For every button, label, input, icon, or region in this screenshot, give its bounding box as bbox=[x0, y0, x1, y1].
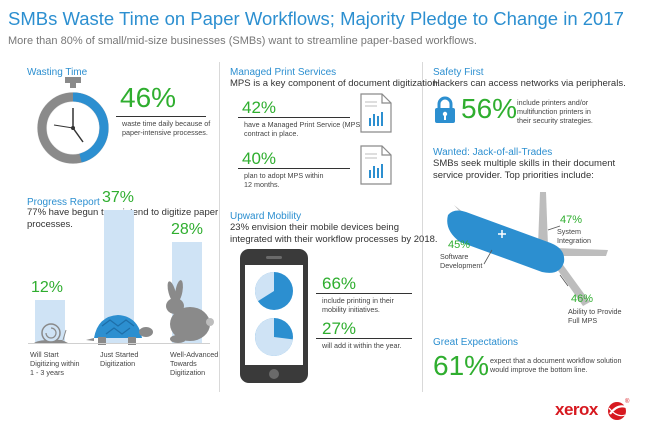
great-expectations-heading: Great Expectations bbox=[433, 337, 519, 348]
swiss-army-knife-icon bbox=[447, 192, 608, 306]
column-divider bbox=[422, 62, 423, 392]
upward-mobility-text: 23% envision their mobile devices being … bbox=[230, 222, 438, 245]
mps-caption-plan: plan to adopt MPS within 12 months. bbox=[244, 171, 324, 189]
turtle-icon bbox=[86, 315, 153, 345]
mps-underline-2 bbox=[238, 168, 350, 169]
wasting-time-caption: waste time daily because of paper-intens… bbox=[122, 119, 211, 137]
mps-value-plan: 40% bbox=[242, 149, 277, 168]
jack-value-full-mps: 46% bbox=[571, 293, 594, 305]
safety-first-text: Hackers can access networks via peripher… bbox=[433, 78, 626, 89]
upward-mobility-heading: Upward Mobility bbox=[230, 211, 302, 222]
snail-icon bbox=[34, 323, 68, 343]
document-chart-icon bbox=[360, 93, 392, 133]
mps-underline-1 bbox=[238, 117, 350, 118]
jack-label-full-mps: Ability to Provide Full MPS bbox=[568, 307, 622, 325]
progress-report-heading: Progress Report bbox=[27, 197, 100, 208]
progress-label-well-advanced: Well-Advanced Towards Digitization bbox=[170, 350, 219, 377]
safety-first-value: 56% bbox=[461, 93, 518, 124]
jack-value-software: 45% bbox=[448, 239, 471, 251]
mobility-underline-1 bbox=[316, 293, 412, 294]
mobility-caption-add: will add it within the year. bbox=[322, 341, 402, 350]
great-expectations-caption: expect that a document workflow solution… bbox=[490, 356, 622, 374]
wasting-time-heading: Wasting Time bbox=[27, 67, 88, 78]
jack-label-integration: System Integration bbox=[557, 227, 591, 245]
padlock-icon bbox=[435, 96, 455, 123]
jack-label-software: Software Development bbox=[440, 252, 483, 270]
progress-value-well-advanced: 28% bbox=[171, 221, 204, 239]
column-divider bbox=[219, 62, 220, 392]
jack-value-integration: 47% bbox=[560, 214, 583, 226]
progress-label-just-started: Just Started Digitization bbox=[100, 350, 139, 368]
mobility-underline-2 bbox=[316, 338, 412, 339]
progress-label-start-later: Will Start Digitizing within 1 - 3 years bbox=[30, 350, 80, 377]
progress-value-just-started: 37% bbox=[102, 188, 135, 206]
mps-value-contract: 42% bbox=[242, 98, 277, 117]
safety-first-caption: include printers and/or multifunction pr… bbox=[517, 98, 593, 125]
rabbit-icon bbox=[166, 280, 214, 343]
mobility-value-add: 27% bbox=[322, 319, 357, 338]
mobility-caption-include: include printing in their mobility initi… bbox=[322, 296, 394, 314]
smartphone-icon bbox=[240, 249, 308, 383]
managed-print-text: MPS is a key component of document digit… bbox=[230, 78, 441, 89]
document-chart-icon bbox=[360, 145, 392, 185]
mobility-value-include: 66% bbox=[322, 274, 357, 293]
xerox-logo-icon bbox=[608, 402, 627, 420]
managed-print-heading: Managed Print Services bbox=[230, 67, 337, 78]
page-title: SMBs Waste Time on Paper Workflows; Majo… bbox=[8, 8, 624, 29]
progress-value-start-later: 12% bbox=[31, 278, 64, 296]
wasting-time-underline bbox=[116, 116, 206, 117]
brand-registered-mark: ® bbox=[625, 399, 630, 405]
page-subtitle: More than 80% of small/mid-size business… bbox=[8, 35, 477, 47]
great-expectations-value: 61% bbox=[433, 350, 490, 381]
jack-text: SMBs seek multiple skills in their docum… bbox=[433, 158, 616, 181]
brand-name: xerox bbox=[555, 400, 598, 419]
wasting-time-value: 46% bbox=[120, 82, 177, 113]
stopwatch-icon bbox=[37, 77, 109, 164]
mps-caption-contract: have a Managed Print Service (MPS) contr… bbox=[244, 120, 363, 138]
safety-first-heading: Safety First bbox=[433, 67, 484, 78]
jack-heading: Wanted: Jack-of-all-Trades bbox=[433, 147, 553, 158]
